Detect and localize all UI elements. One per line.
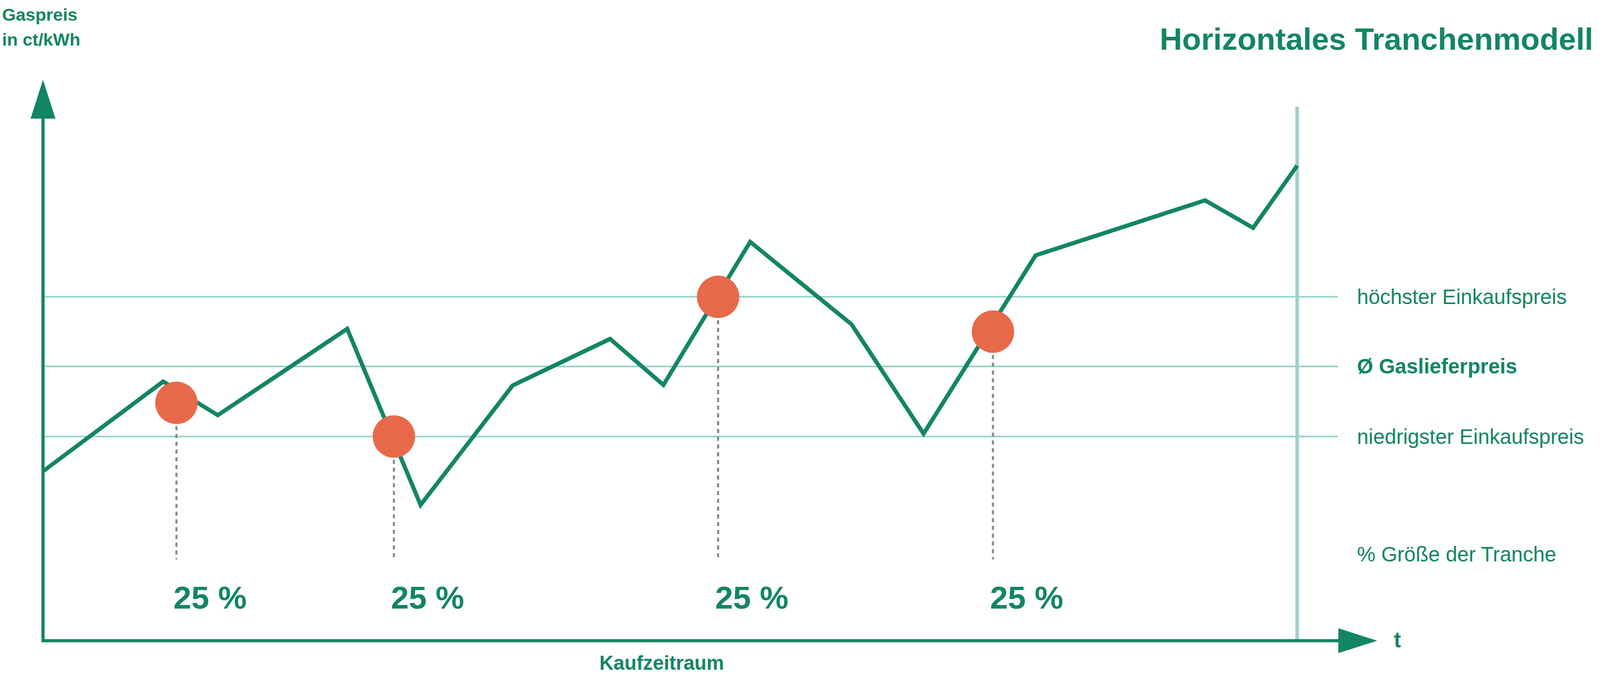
chart: Horizontales Tranchenmodell Gaspreis in ct…: [0, 0, 1600, 678]
y-axis-arrow: [30, 79, 56, 119]
reference-label: Ø Gaslieferpreis: [1356, 354, 1518, 378]
reference-label: höchster Einkaufspreis: [1356, 285, 1567, 309]
plot-area: [43, 165, 1298, 506]
tranche-size-label: 25 %: [715, 579, 789, 616]
reference-line: [43, 296, 1338, 298]
reference-label: niedrigster Einkaufspreis: [1356, 425, 1584, 449]
tranche-size-label: 25 %: [391, 579, 465, 616]
reference-line: [43, 365, 1338, 368]
tranche-dot: [971, 310, 1014, 353]
tranche-dot: [372, 415, 416, 459]
y-label-line: in ct/kWh: [2, 29, 81, 50]
drop-line: [175, 403, 178, 560]
x-axis-end-label: t: [1393, 627, 1402, 653]
y-label-line: Gaspreis: [2, 4, 78, 25]
drop-line: [717, 296, 720, 560]
tranche-legend: % Größe der Tranche: [1356, 543, 1557, 566]
price-line: [43, 165, 1298, 506]
drop-line: [991, 331, 994, 560]
period-end-line: [1295, 106, 1299, 641]
tranche-dot: [155, 381, 198, 425]
x-axis-arrow: [1338, 628, 1378, 654]
tranche-size-label: 25 %: [990, 579, 1064, 616]
tranche-size-label: 25 %: [173, 579, 247, 616]
x-label: Kaufzeitraum: [599, 652, 725, 675]
reference-line: [43, 435, 1338, 438]
x-axis: [41, 639, 1362, 643]
tranche-dot: [696, 275, 740, 319]
y-label: Gaspreis in ct/kWh: [2, 4, 81, 50]
title: Horizontales Tranchenmodell: [1159, 21, 1594, 57]
y-axis: [41, 95, 45, 643]
